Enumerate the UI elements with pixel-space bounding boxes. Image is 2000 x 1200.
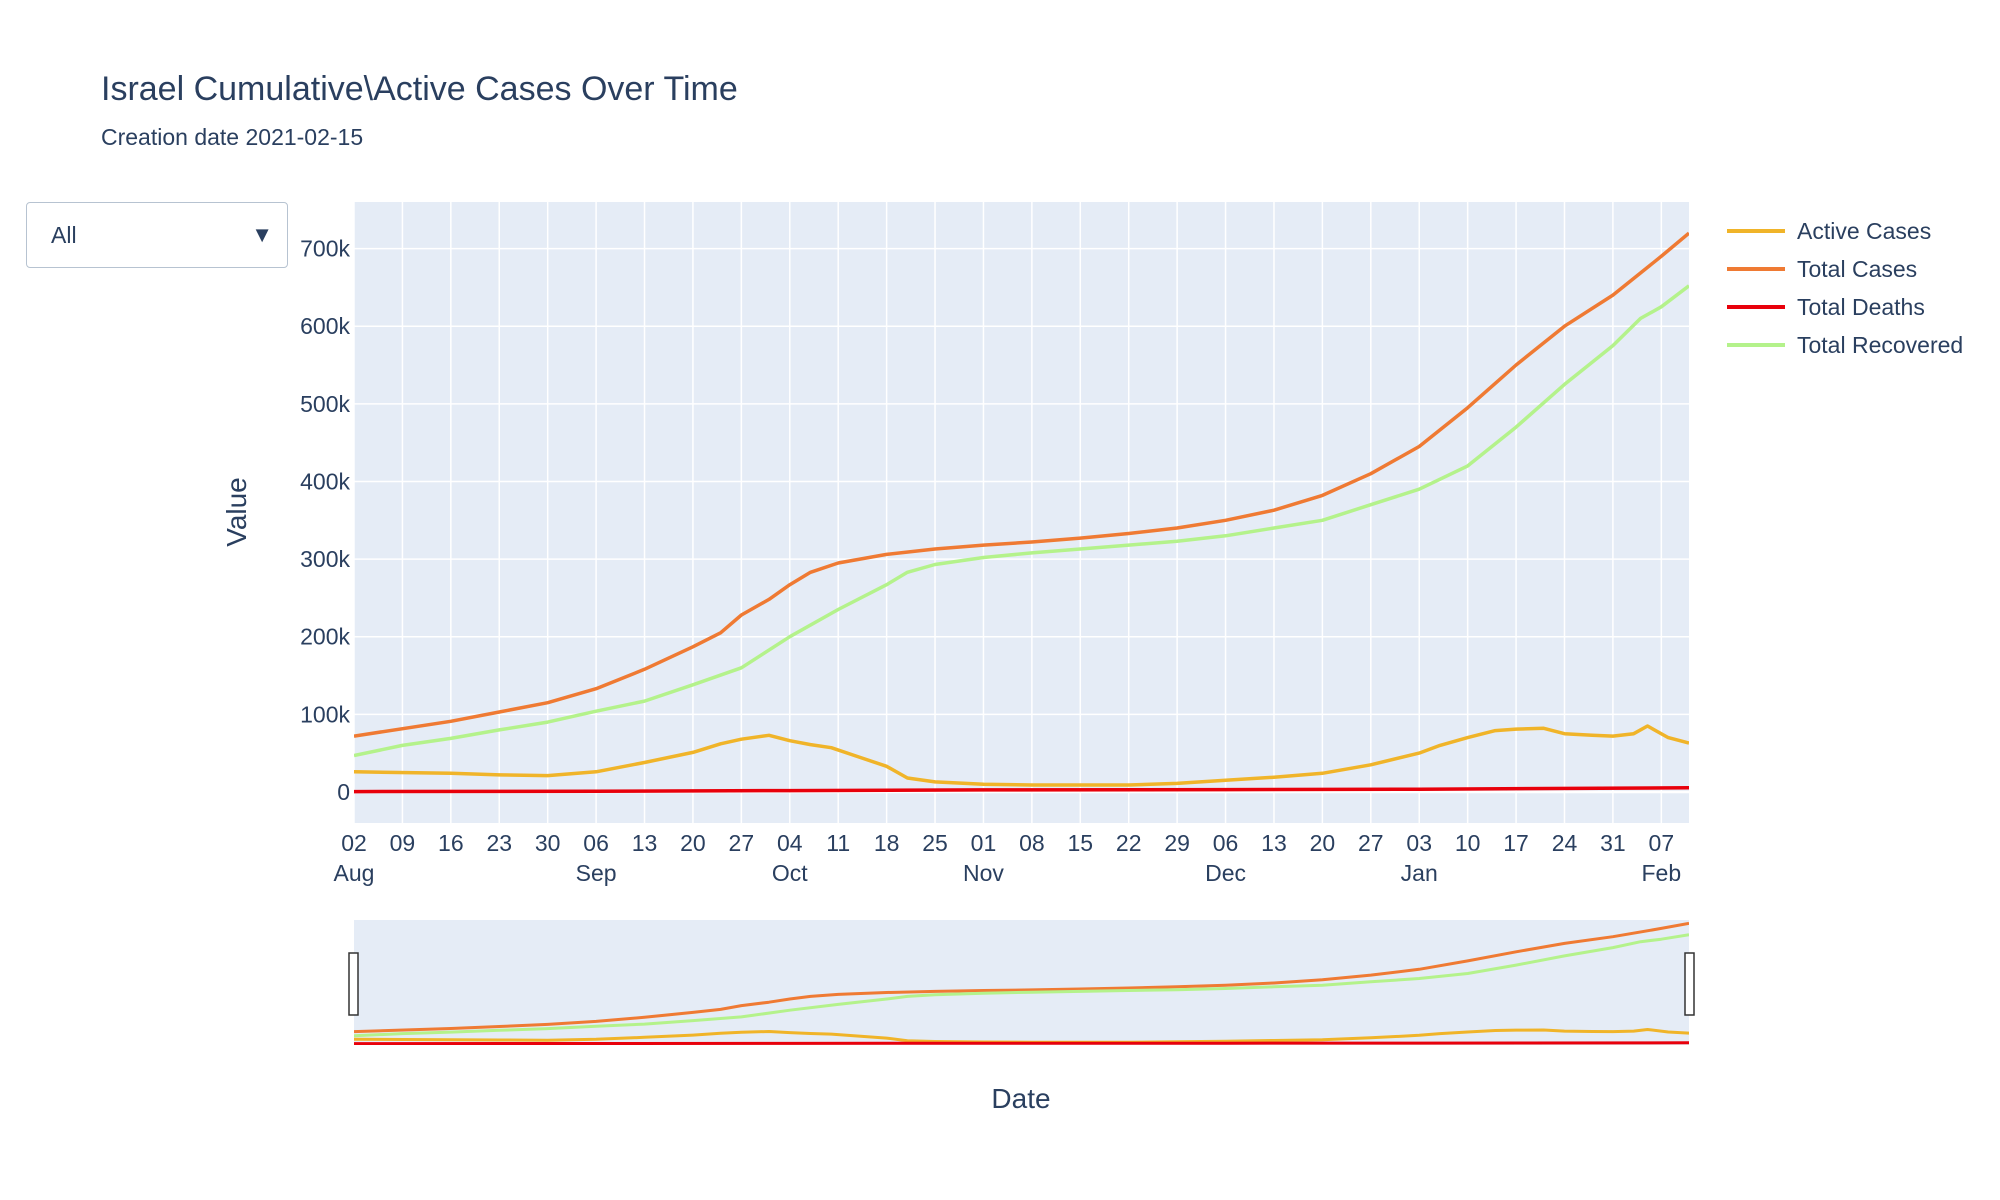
x-tick-label: 09	[390, 830, 416, 856]
x-tick-label: 03	[1406, 830, 1432, 856]
x-tick-label: 25	[922, 830, 948, 856]
x-tick-label: 17	[1503, 830, 1529, 856]
x-tick-label: 15	[1067, 830, 1093, 856]
x-tick-label: 07	[1649, 830, 1675, 856]
y-tick-label: 500k	[300, 391, 350, 417]
x-tick-label: 29	[1164, 830, 1190, 856]
y-tick-label: 100k	[300, 701, 350, 727]
range-slider-left-handle[interactable]	[348, 952, 359, 1016]
chevron-down-icon: ▼	[251, 222, 273, 247]
slider-line-total-recovered	[354, 933, 1689, 1038]
y-tick-label: 0	[337, 779, 350, 805]
x-tick-month-label: Sep	[576, 860, 617, 886]
x-tick-label: 13	[632, 830, 658, 856]
x-tick-label: 13	[1261, 830, 1287, 856]
legend: Active Cases Total Cases Total Deaths Total…	[1727, 218, 1963, 358]
x-tick-label: 06	[1213, 830, 1239, 856]
x-tick-label: 27	[729, 830, 755, 856]
x-tick-label: 27	[1358, 830, 1384, 856]
series-line-total-deaths	[354, 786, 1689, 794]
x-tick-label: 22	[1116, 830, 1142, 856]
chart-title: Israel Cumulative\Active Cases Over Time	[101, 70, 738, 108]
x-tick-label: 08	[1019, 830, 1045, 856]
grid-lines	[353, 202, 1689, 823]
y-tick-label: 700k	[300, 236, 350, 262]
x-tick-label: 31	[1600, 830, 1626, 856]
x-tick-label: 30	[535, 830, 561, 856]
y-axis: 0 100k 200k 300k 400k 500k 600k 700k	[300, 236, 350, 805]
y-tick-label: 600k	[300, 313, 350, 339]
x-tick-label: 20	[1310, 830, 1336, 856]
series-line-total-recovered	[354, 284, 1689, 758]
x-tick-month-label: Nov	[963, 860, 1004, 886]
range-slider-right-handle[interactable]	[1684, 952, 1695, 1016]
x-tick-label: 20	[680, 830, 706, 856]
x-axis: 02 Aug 09 16 23 30 06 Sep 13 20 27 04 Oct 11 18 25 01 Nov…	[334, 830, 1682, 886]
x-tick-month-label: Oct	[772, 860, 808, 886]
x-tick-label: 01	[971, 830, 997, 856]
x-tick-label: 16	[438, 830, 464, 856]
series-line-active-cases	[354, 724, 1689, 787]
legend-label-total-recovered: Total Recovered	[1797, 332, 1963, 358]
y-axis-title: Value	[221, 477, 252, 547]
x-tick-month-label: Jan	[1401, 860, 1438, 886]
series-group	[354, 231, 1689, 794]
x-tick-label: 11	[826, 830, 850, 856]
x-tick-month-label: Dec	[1205, 860, 1246, 886]
x-tick-month-label: Aug	[334, 860, 375, 886]
filter-dropdown[interactable]: All ▼	[26, 202, 288, 268]
dropdown-selected-value: All	[51, 221, 77, 248]
plot-area[interactable]	[354, 202, 1689, 823]
y-tick-label: 400k	[300, 468, 350, 494]
x-tick-label: 04	[777, 830, 803, 856]
range-slider-series	[354, 921, 1689, 1045]
x-tick-label: 06	[583, 830, 609, 856]
x-tick-month-label: Feb	[1642, 860, 1682, 886]
y-tick-label: 200k	[300, 624, 350, 650]
range-slider[interactable]	[354, 920, 1689, 1045]
chart-subtitle: Creation date 2021-02-15	[101, 124, 363, 150]
legend-label-total-deaths: Total Deaths	[1797, 294, 1925, 320]
legend-label-total-cases: Total Cases	[1797, 256, 1917, 282]
slider-line-total-deaths	[354, 1041, 1689, 1045]
slider-line-total-cases	[354, 921, 1689, 1034]
x-tick-label: 18	[874, 830, 900, 856]
series-line-total-cases	[354, 231, 1689, 738]
x-tick-label: 23	[486, 830, 512, 856]
x-tick-label: 02	[341, 830, 367, 856]
x-tick-label: 10	[1455, 830, 1481, 856]
x-tick-label: 24	[1552, 830, 1578, 856]
y-tick-label: 300k	[300, 546, 350, 572]
legend-label-active-cases: Active Cases	[1797, 218, 1931, 244]
x-axis-title: Date	[991, 1083, 1050, 1114]
